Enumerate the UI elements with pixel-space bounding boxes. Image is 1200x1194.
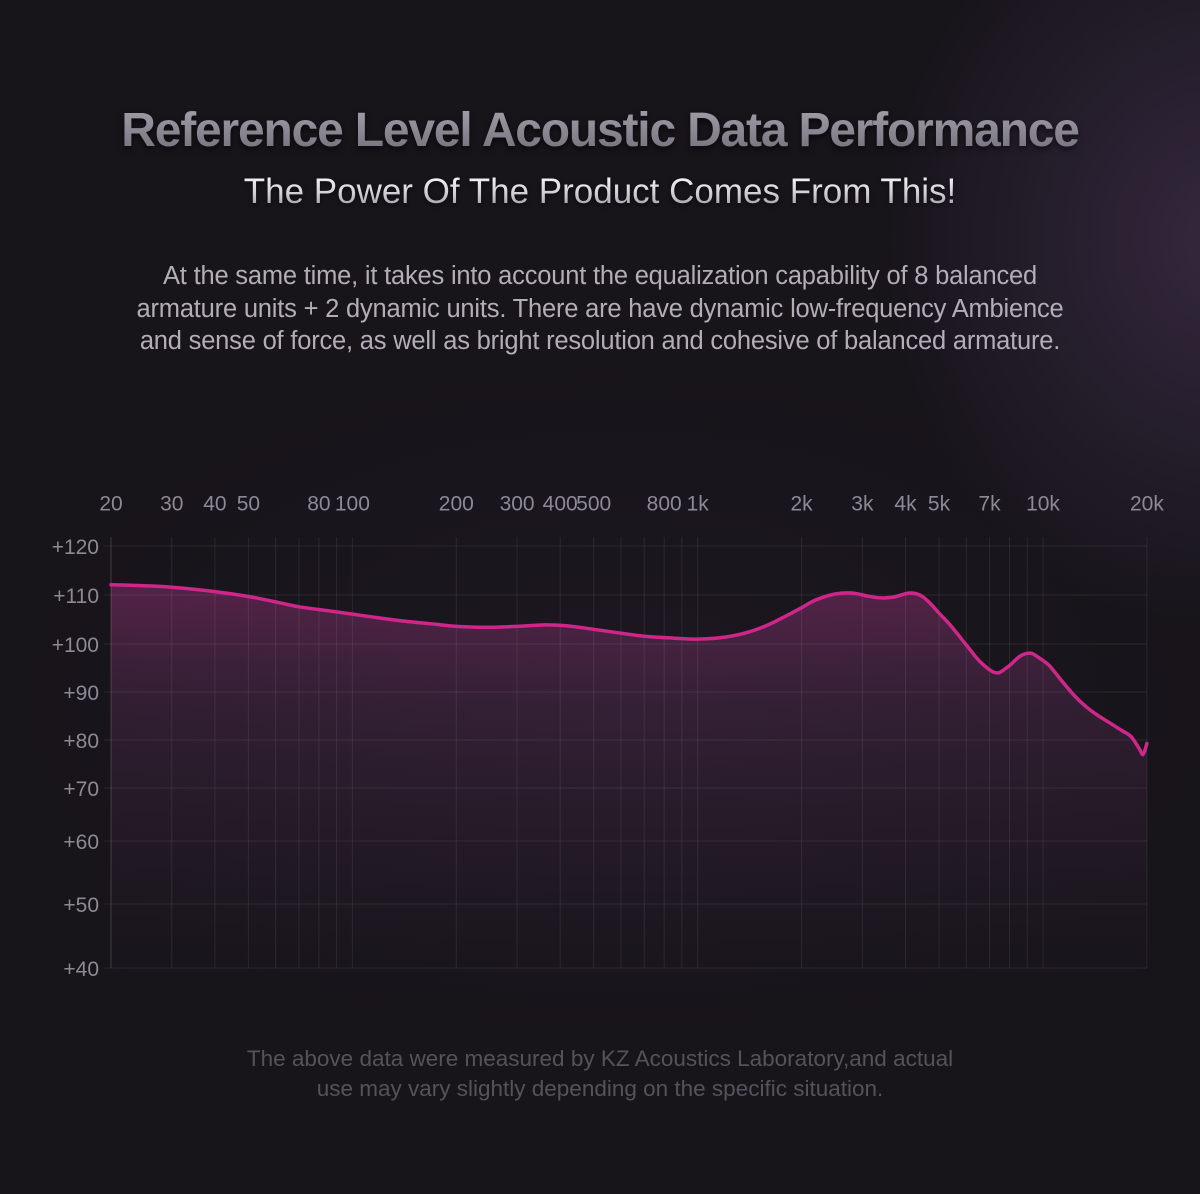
curve-area-fill <box>111 584 1147 1002</box>
grid-lines <box>104 537 1148 969</box>
response-area-fill <box>111 584 1147 1002</box>
x-tick-label: 800 <box>647 492 682 515</box>
intro-line: and sense of force, as well as bright re… <box>139 327 1061 356</box>
page-subtitle: The Power Of The Product Comes From This… <box>0 172 1200 212</box>
response-curve-line <box>109 582 1149 757</box>
x-tick-label: 500 <box>576 492 611 515</box>
y-tick-label: +100 <box>52 634 99 657</box>
y-tick-label: +50 <box>63 894 99 917</box>
x-tick-label: 20 <box>99 492 122 515</box>
intro-paragraph: At the same time, it takes into account … <box>0 260 1200 358</box>
x-tick-label: 10k <box>1026 492 1060 515</box>
x-tick-label: 300 <box>500 492 535 515</box>
header: Reference Level Acoustic Data Performanc… <box>0 0 1200 358</box>
x-tick-label: 400 <box>543 492 578 515</box>
x-tick-label: 20k <box>1130 492 1164 515</box>
x-tick-label: 3k <box>851 492 874 515</box>
y-tick-label: +110 <box>53 585 99 608</box>
y-tick-label: +90 <box>63 682 99 705</box>
y-tick-label: +60 <box>63 831 99 854</box>
x-tick-label: 4k <box>894 492 917 515</box>
x-tick-label: 80 <box>307 492 330 515</box>
intro-line: armature units + 2 dynamic units. There … <box>136 294 1064 323</box>
x-tick-label: 30 <box>160 492 183 515</box>
intro-line: At the same time, it takes into account … <box>163 262 1037 291</box>
x-tick-label: 50 <box>237 492 260 515</box>
footer-note-line: use may vary slightly depending on the s… <box>316 1076 884 1101</box>
y-tick-label: +70 <box>63 778 99 801</box>
x-tick-label: 2k <box>791 492 814 515</box>
y-tick-label: +40 <box>63 958 99 981</box>
y-tick-label: +80 <box>63 730 99 753</box>
x-tick-label: 5k <box>928 492 951 515</box>
x-tick-label: 7k <box>978 492 1001 515</box>
response-curve <box>109 582 1149 757</box>
y-tick-label: +120 <box>52 536 99 559</box>
footer-note: The above data were measured by KZ Acous… <box>0 1044 1200 1104</box>
x-tick-label: 100 <box>335 492 370 515</box>
x-tick-label: 1k <box>687 492 710 515</box>
footer-note-line: The above data were measured by KZ Acous… <box>246 1046 954 1071</box>
x-tick-label: 200 <box>439 492 474 515</box>
x-tick-label: 40 <box>203 492 226 515</box>
page-title: Reference Level Acoustic Data Performanc… <box>0 0 1200 158</box>
